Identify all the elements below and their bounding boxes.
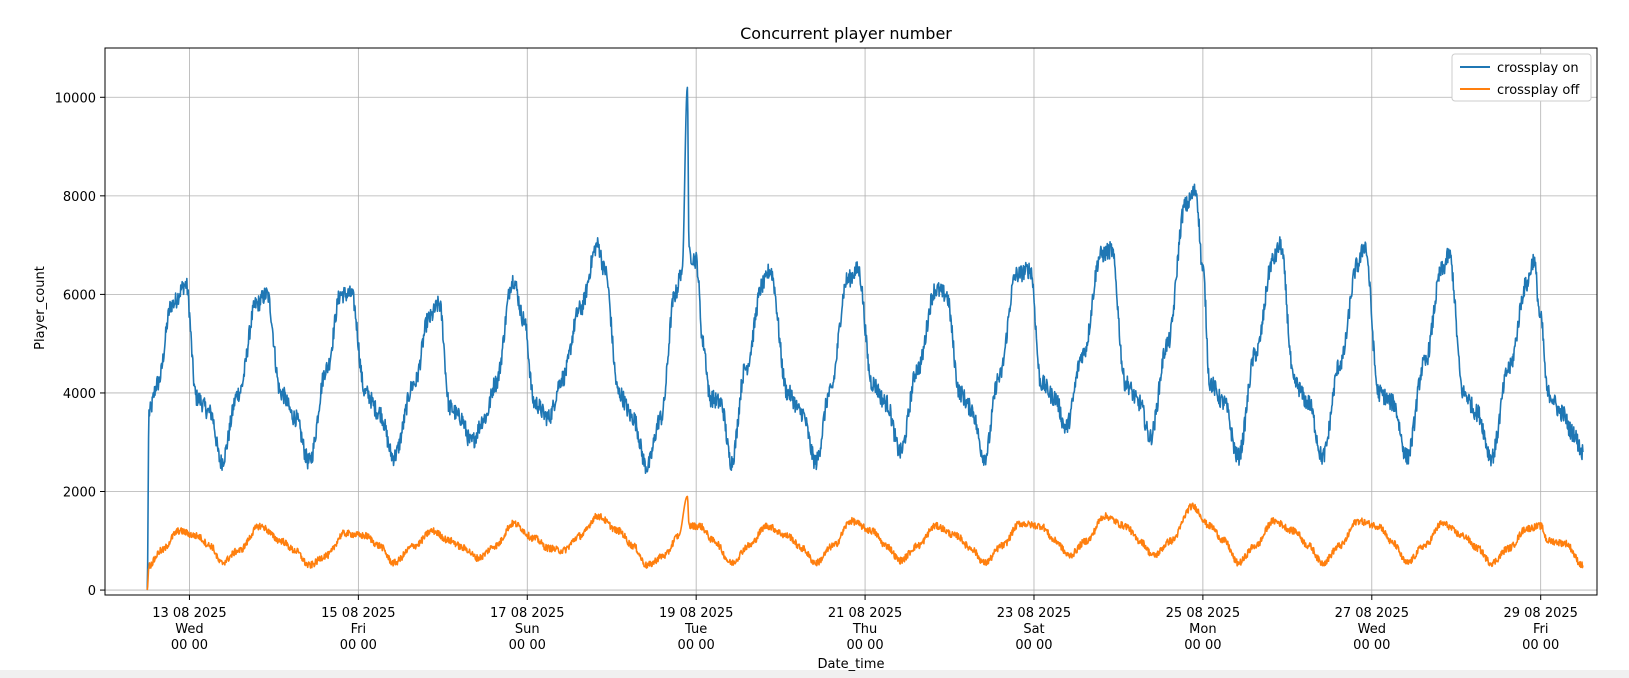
y-tick-label: 8000	[63, 190, 96, 205]
y-axis-label: Player_count	[33, 266, 48, 350]
x-tick-label: 17 08 2025 Sun 00 00	[490, 606, 564, 653]
series-lines	[146, 86, 1584, 591]
series-line-crossplay-off	[146, 495, 1584, 591]
y-tick-label: 0	[88, 584, 96, 599]
x-tick-label: 23 08 2025 Sat 00 00	[997, 606, 1071, 653]
y-tick-label: 6000	[63, 288, 96, 303]
x-tick-label: 21 08 2025 Thu 00 00	[828, 606, 902, 653]
x-axis-label: Date_time	[818, 657, 885, 672]
x-tick-label: 19 08 2025 Tue 00 00	[659, 606, 733, 653]
plot-frame	[104, 47, 1598, 596]
x-tick-label: 29 08 2025 Fri 00 00	[1503, 606, 1577, 653]
y-tick-label: 10000	[55, 91, 96, 106]
axis-ticks: 0 2000 4000 6000 8000 10000 13 08 2025 Wed 00 00…	[55, 91, 1578, 653]
y-tick-label: 2000	[63, 486, 96, 501]
x-tick-label: 25 08 2025 Mon 00 00	[1166, 606, 1240, 653]
y-tick-label: 4000	[63, 387, 96, 402]
series-line-crossplay-on	[146, 86, 1584, 591]
x-tick-label: 27 08 2025 Wed 00 00	[1335, 606, 1409, 653]
legend-label-crossplay-off: crossplay off	[1497, 83, 1580, 98]
chart-title: Concurrent player number	[740, 24, 952, 43]
legend: crossplay on crossplay off	[1451, 53, 1592, 102]
x-tick-label: 15 08 2025 Fri 00 00	[321, 606, 395, 653]
x-tick-label: 13 08 2025 Wed 00 00	[152, 606, 226, 653]
bottom-strip	[0, 670, 1629, 678]
legend-label-crossplay-on: crossplay on	[1497, 61, 1579, 76]
